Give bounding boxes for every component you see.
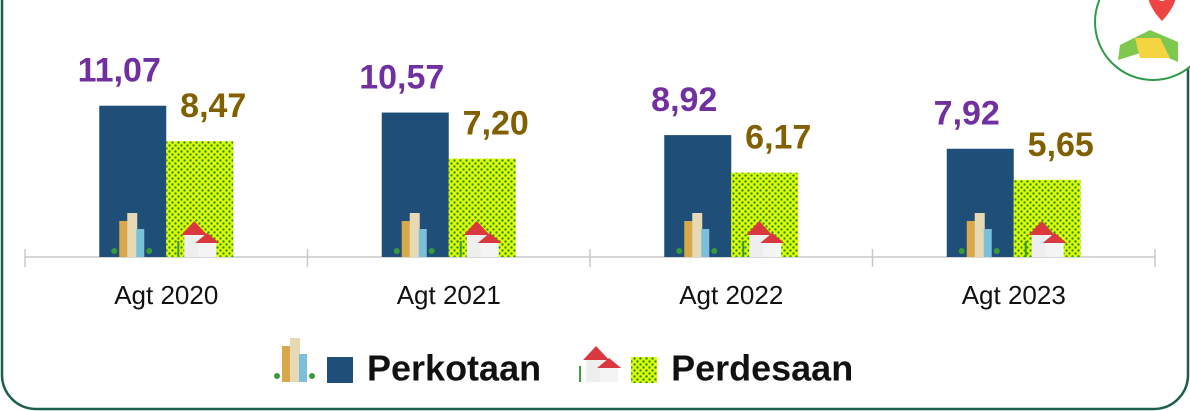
icon xyxy=(597,358,622,368)
bar-icon xyxy=(393,213,435,257)
icon xyxy=(127,213,138,257)
bar-icon xyxy=(958,213,1000,257)
icon xyxy=(1028,221,1055,235)
icon xyxy=(684,221,695,257)
icon xyxy=(600,368,619,382)
icon xyxy=(579,366,582,382)
icon xyxy=(136,229,145,257)
icon xyxy=(701,229,710,257)
legend-swatch xyxy=(327,357,353,383)
icon xyxy=(763,243,782,257)
data-label: 10,57 xyxy=(359,59,444,97)
bar-icon xyxy=(177,221,220,257)
icon xyxy=(966,221,977,257)
icon xyxy=(393,248,400,254)
icon xyxy=(1024,241,1027,257)
icon xyxy=(583,346,610,360)
icon xyxy=(983,229,992,257)
icon xyxy=(1045,243,1064,257)
icon xyxy=(711,248,718,254)
data-label: 5,65 xyxy=(1028,126,1094,164)
data-label: 7,92 xyxy=(934,95,1000,133)
icon xyxy=(401,221,412,257)
data-label: 8,47 xyxy=(180,87,246,125)
bar-icon xyxy=(111,213,153,257)
icon xyxy=(958,248,965,254)
icon xyxy=(742,241,745,257)
x-tick-label: Agt 2021 xyxy=(397,280,501,310)
icon xyxy=(477,233,502,243)
icon xyxy=(480,243,499,257)
legend-icon xyxy=(274,338,315,382)
icon xyxy=(198,243,217,257)
icon xyxy=(459,241,462,257)
icon xyxy=(428,248,435,254)
icon xyxy=(692,213,703,257)
icon xyxy=(1042,233,1067,243)
icon xyxy=(177,241,180,257)
icon xyxy=(119,221,130,257)
icon xyxy=(290,338,300,382)
x-tick-label: Agt 2020 xyxy=(114,280,218,310)
icon xyxy=(299,354,307,382)
x-tick-label: Agt 2022 xyxy=(679,280,783,310)
icon xyxy=(993,248,1000,254)
icon xyxy=(274,373,280,379)
data-label: 6,17 xyxy=(745,119,811,157)
legend-swatch xyxy=(631,357,658,383)
icon xyxy=(974,213,985,257)
icon xyxy=(676,248,683,254)
icon xyxy=(146,248,153,254)
legend-icon xyxy=(579,346,622,382)
icon xyxy=(746,221,773,235)
bar-icon xyxy=(1024,221,1067,257)
legend: Perkotaan Perdesaan xyxy=(274,338,853,389)
icon xyxy=(111,248,118,254)
legend-label: Perdesaan xyxy=(671,348,853,389)
icon xyxy=(418,229,427,257)
icon xyxy=(309,373,315,379)
icon xyxy=(463,221,490,235)
icon xyxy=(195,233,220,243)
icon xyxy=(181,221,208,235)
data-label: 7,20 xyxy=(463,105,529,143)
bar-icon xyxy=(459,221,502,257)
x-tick-label: Agt 2023 xyxy=(962,280,1066,310)
icon xyxy=(760,233,785,243)
icon xyxy=(282,346,292,382)
legend-label: Perkotaan xyxy=(367,348,541,389)
data-label: 11,07 xyxy=(78,52,161,90)
map-icon xyxy=(1094,0,1190,81)
bar-icon xyxy=(742,221,785,257)
data-label: 8,92 xyxy=(651,81,717,119)
bar-icon xyxy=(676,213,718,257)
icon xyxy=(409,213,420,257)
